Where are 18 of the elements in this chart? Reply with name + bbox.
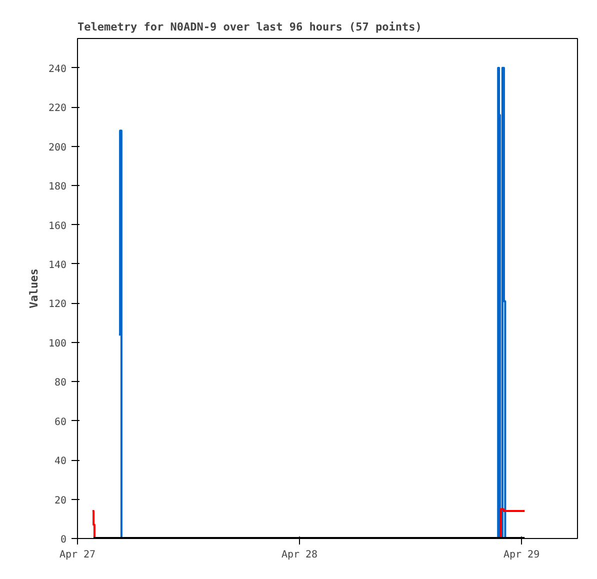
- y-tick-label: 240: [48, 64, 66, 75]
- y-tick-label: 60: [54, 416, 67, 428]
- x-tick-label: Apr 29: [503, 550, 540, 560]
- y-tick-label: 200: [48, 142, 66, 154]
- y-tick-label: 0: [60, 534, 67, 546]
- y-tick-label: 120: [48, 299, 66, 310]
- y-tick-label: 140: [48, 260, 66, 271]
- y-tick-label: 80: [54, 378, 67, 389]
- chart-title: Telemetry for N0ADN-9 over last 96 hours (57 points): [78, 20, 422, 34]
- y-axis-title: Values: [27, 268, 40, 308]
- y-tick-label: 220: [48, 103, 66, 114]
- y-tick-label: 20: [54, 495, 67, 506]
- y-tick-label: 100: [48, 338, 66, 350]
- x-tick-label: Apr 28: [281, 550, 318, 560]
- y-tick-label: 40: [54, 456, 67, 468]
- x-tick-label: Apr 27: [59, 550, 96, 560]
- y-tick-label: 180: [48, 182, 66, 193]
- y-tick-label: 160: [48, 220, 66, 232]
